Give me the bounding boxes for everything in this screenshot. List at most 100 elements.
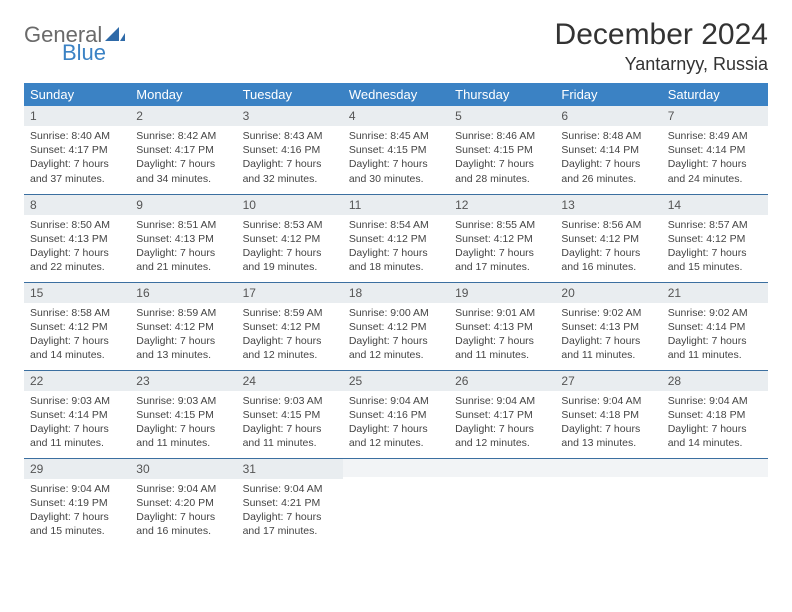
daylight-label: Daylight: 7 hours (349, 422, 443, 436)
sunset-label: Sunset: 4:13 PM (455, 320, 549, 334)
daylight-label: Daylight: 7 hours (30, 157, 124, 171)
sunset-label: Sunset: 4:12 PM (561, 232, 655, 246)
calendar-row: 22Sunrise: 9:03 AMSunset: 4:14 PMDayligh… (24, 370, 768, 458)
sunset-label: Sunset: 4:13 PM (136, 232, 230, 246)
day-body: Sunrise: 8:56 AMSunset: 4:12 PMDaylight:… (555, 215, 661, 279)
day-body: Sunrise: 8:59 AMSunset: 4:12 PMDaylight:… (237, 303, 343, 367)
daylight-label: Daylight: 7 hours (30, 246, 124, 260)
daylight-label: and 28 minutes. (455, 172, 549, 186)
daylight-label: Daylight: 7 hours (455, 422, 549, 436)
daylight-label: and 12 minutes. (243, 348, 337, 362)
daylight-label: and 17 minutes. (455, 260, 549, 274)
weekday-header: Sunday (24, 83, 130, 106)
sunrise-label: Sunrise: 8:58 AM (30, 306, 124, 320)
day-body: Sunrise: 9:03 AMSunset: 4:14 PMDaylight:… (24, 391, 130, 455)
day-number (555, 459, 661, 477)
day-number: 11 (343, 195, 449, 215)
weekday-header: Wednesday (343, 83, 449, 106)
sunset-label: Sunset: 4:12 PM (349, 320, 443, 334)
daylight-label: Daylight: 7 hours (243, 334, 337, 348)
sunrise-label: Sunrise: 8:48 AM (561, 129, 655, 143)
calendar-cell: 20Sunrise: 9:02 AMSunset: 4:13 PMDayligh… (555, 282, 661, 370)
calendar-cell (662, 458, 768, 546)
day-number (343, 459, 449, 477)
day-body: Sunrise: 8:48 AMSunset: 4:14 PMDaylight:… (555, 126, 661, 190)
calendar-cell: 6Sunrise: 8:48 AMSunset: 4:14 PMDaylight… (555, 106, 661, 194)
day-body (449, 477, 555, 537)
daylight-label: Daylight: 7 hours (349, 157, 443, 171)
day-body: Sunrise: 8:46 AMSunset: 4:15 PMDaylight:… (449, 126, 555, 190)
daylight-label: Daylight: 7 hours (30, 422, 124, 436)
day-number: 13 (555, 195, 661, 215)
weekday-header: Monday (130, 83, 236, 106)
daylight-label: Daylight: 7 hours (668, 334, 762, 348)
daylight-label: and 32 minutes. (243, 172, 337, 186)
day-body: Sunrise: 9:02 AMSunset: 4:14 PMDaylight:… (662, 303, 768, 367)
day-body: Sunrise: 8:43 AMSunset: 4:16 PMDaylight:… (237, 126, 343, 190)
calendar-cell: 16Sunrise: 8:59 AMSunset: 4:12 PMDayligh… (130, 282, 236, 370)
daylight-label: Daylight: 7 hours (30, 510, 124, 524)
calendar-cell: 10 Sunrise: 8:53 AMSunset: 4:12 PMDayligh… (237, 194, 343, 282)
sunrise-label: Sunrise: 8:53 AM (243, 218, 337, 232)
sail-icon (105, 26, 125, 42)
daylight-label: and 12 minutes. (455, 436, 549, 450)
day-number: 20 (555, 283, 661, 303)
daylight-label: and 22 minutes. (30, 260, 124, 274)
day-number: 21 (662, 283, 768, 303)
daylight-label: Daylight: 7 hours (668, 246, 762, 260)
day-number: 8 (24, 195, 130, 215)
day-body: Sunrise: 9:04 AMSunset: 4:20 PMDaylight:… (130, 479, 236, 543)
sunrise-label: Sunrise: 9:01 AM (455, 306, 549, 320)
day-number (662, 459, 768, 477)
calendar-cell: 4Sunrise: 8:45 AMSunset: 4:15 PMDaylight… (343, 106, 449, 194)
calendar-cell (449, 458, 555, 546)
sunset-label: Sunset: 4:13 PM (30, 232, 124, 246)
daylight-label: and 30 minutes. (349, 172, 443, 186)
header: General Blue December 2024 Yantarnyy, Ru… (24, 18, 768, 75)
sunrise-label: Sunrise: 9:04 AM (349, 394, 443, 408)
day-body: Sunrise: 9:04 AMSunset: 4:17 PMDaylight:… (449, 391, 555, 455)
daylight-label: Daylight: 7 hours (243, 246, 337, 260)
calendar-cell: 30Sunrise: 9:04 AMSunset: 4:20 PMDayligh… (130, 458, 236, 546)
sunset-label: Sunset: 4:12 PM (243, 232, 337, 246)
calendar-cell: 21Sunrise: 9:02 AMSunset: 4:14 PMDayligh… (662, 282, 768, 370)
sunrise-label: Sunrise: 9:03 AM (30, 394, 124, 408)
day-body: Sunrise: 8:51 AMSunset: 4:13 PMDaylight:… (130, 215, 236, 279)
day-number: 10 (237, 195, 343, 215)
sunset-label: Sunset: 4:12 PM (243, 320, 337, 334)
daylight-label: Daylight: 7 hours (561, 157, 655, 171)
sunrise-label: Sunrise: 8:45 AM (349, 129, 443, 143)
sunrise-label: Sunrise: 9:00 AM (349, 306, 443, 320)
sunset-label: Sunset: 4:18 PM (561, 408, 655, 422)
sunrise-label: Sunrise: 8:59 AM (243, 306, 337, 320)
day-number: 30 (130, 459, 236, 479)
day-body: Sunrise: 8:49 AMSunset: 4:14 PMDaylight:… (662, 126, 768, 190)
sunset-label: Sunset: 4:12 PM (136, 320, 230, 334)
daylight-label: Daylight: 7 hours (561, 334, 655, 348)
sunset-label: Sunset: 4:13 PM (561, 320, 655, 334)
day-body: Sunrise: 9:01 AMSunset: 4:13 PMDaylight:… (449, 303, 555, 367)
calendar-cell: 24Sunrise: 9:03 AMSunset: 4:15 PMDayligh… (237, 370, 343, 458)
day-number: 3 (237, 106, 343, 126)
daylight-label: Daylight: 7 hours (561, 246, 655, 260)
day-body: Sunrise: 9:04 AMSunset: 4:18 PMDaylight:… (662, 391, 768, 455)
sunrise-label: Sunrise: 8:54 AM (349, 218, 443, 232)
daylight-label: and 13 minutes. (136, 348, 230, 362)
sunset-label: Sunset: 4:12 PM (30, 320, 124, 334)
day-number: 23 (130, 371, 236, 391)
calendar-cell: 18Sunrise: 9:00 AMSunset: 4:12 PMDayligh… (343, 282, 449, 370)
calendar-cell (555, 458, 661, 546)
daylight-label: Daylight: 7 hours (136, 422, 230, 436)
daylight-label: Daylight: 7 hours (243, 157, 337, 171)
calendar-row: 15Sunrise: 8:58 AMSunset: 4:12 PMDayligh… (24, 282, 768, 370)
day-body (343, 477, 449, 537)
calendar-row: 1Sunrise: 8:40 AMSunset: 4:17 PMDaylight… (24, 106, 768, 194)
daylight-label: Daylight: 7 hours (668, 422, 762, 436)
day-body (555, 477, 661, 537)
daylight-label: and 11 minutes. (136, 436, 230, 450)
daylight-label: and 15 minutes. (668, 260, 762, 274)
daylight-label: and 11 minutes. (561, 348, 655, 362)
day-body: Sunrise: 9:04 AMSunset: 4:21 PMDaylight:… (237, 479, 343, 543)
calendar-cell: 1Sunrise: 8:40 AMSunset: 4:17 PMDaylight… (24, 106, 130, 194)
sunset-label: Sunset: 4:16 PM (243, 143, 337, 157)
